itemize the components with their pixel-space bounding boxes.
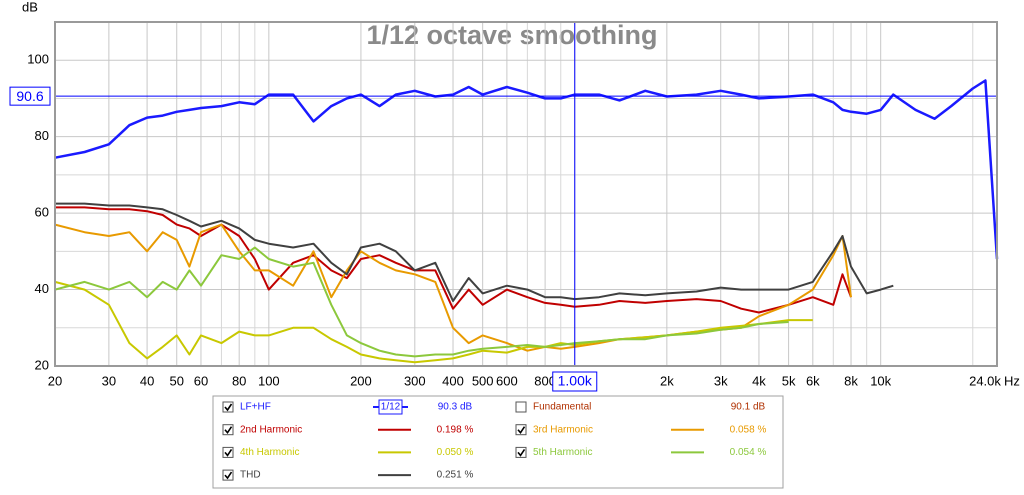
- series-line: [54, 246, 789, 358]
- legend-name: Fundamental: [533, 402, 591, 413]
- x-tick-label: 5k: [782, 373, 796, 388]
- legend-check: [224, 403, 233, 412]
- legend-check: [517, 426, 526, 435]
- plot-area: [55, 22, 997, 366]
- legend-readout: 90.3 dB: [438, 402, 473, 413]
- cursor-x-label: 1.00k: [558, 373, 593, 389]
- legend-name: 5th Harmonic: [533, 447, 592, 458]
- y-tick-label: 80: [35, 128, 49, 143]
- y-tick-label: 20: [35, 357, 49, 372]
- legend-name: 2nd Harmonic: [240, 424, 302, 435]
- series-line: [55, 206, 852, 314]
- legend-check: [224, 448, 233, 457]
- legend-check: [517, 448, 526, 457]
- legend-name: 4th Harmonic: [240, 447, 299, 458]
- legend-name: THD: [240, 470, 261, 481]
- legend-checkbox[interactable]: [222, 469, 234, 481]
- legend-checkbox[interactable]: [515, 424, 527, 436]
- legend-check: [224, 471, 233, 480]
- x-tick-label: 24.0k: [969, 373, 1001, 388]
- legend-checkbox[interactable]: [222, 401, 234, 413]
- legend-readout: 0.251 %: [437, 470, 474, 481]
- legend-checkbox[interactable]: [222, 446, 234, 458]
- legend-check: [224, 426, 233, 435]
- legend-checkbox[interactable]: [515, 446, 527, 458]
- legend-name: 3rd Harmonic: [533, 424, 593, 435]
- x-tick-label: 3k: [714, 373, 728, 388]
- series-line: [54, 79, 999, 260]
- x-unit: Hz: [1004, 373, 1020, 388]
- cursor-y-box: [9, 86, 51, 106]
- legend-readout: 0.058 %: [730, 424, 767, 435]
- cursor-y-label: 90.6: [16, 88, 43, 104]
- legend-readout: 0.050 %: [437, 447, 474, 458]
- x-tick-label: 8k: [844, 373, 858, 388]
- x-tick-label: 30: [102, 373, 116, 388]
- x-tick-label: 300: [404, 373, 426, 388]
- legend-checkbox[interactable]: [515, 401, 527, 413]
- series-line: [55, 202, 894, 302]
- x-tick-label: 400: [442, 373, 464, 388]
- x-tick-label: 40: [140, 373, 154, 388]
- data-layer: [54, 79, 999, 364]
- x-tick-label: 4k: [752, 373, 766, 388]
- cursor-x-box: [552, 371, 598, 392]
- x-tick-label: 6k: [806, 373, 820, 388]
- x-tick-label: 80: [232, 373, 246, 388]
- legend-readout: 0.054 %: [730, 447, 767, 458]
- smoothing-badge: [378, 399, 403, 415]
- y-tick-label: 40: [35, 281, 49, 296]
- x-tick-label: 2k: [660, 373, 674, 388]
- legend-readout: 90.1 dB: [731, 402, 766, 413]
- legend-name: LF+HF: [240, 402, 271, 413]
- smoothing-label: 1/12: [381, 402, 401, 413]
- x-tick-label: 600: [496, 373, 518, 388]
- x-tick-label: 500: [472, 373, 494, 388]
- y-unit: dB: [22, 0, 38, 14]
- plot-frame: [54, 21, 998, 367]
- y-tick-label: 60: [35, 205, 49, 220]
- legend-checkbox[interactable]: [222, 424, 234, 436]
- x-tick-label: 200: [350, 373, 372, 388]
- legend-readout: 0.198 %: [437, 424, 474, 435]
- legend-box: [212, 395, 784, 489]
- x-tick-label: 50: [170, 373, 184, 388]
- x-tick-label: 60: [194, 373, 208, 388]
- chart-title: 1/12 octave smoothing: [366, 20, 657, 50]
- x-tick-label: 20: [48, 373, 62, 388]
- y-tick-label: 100: [27, 52, 49, 67]
- x-tick-label: 800: [534, 373, 556, 388]
- x-tick-label: 100: [258, 373, 280, 388]
- x-tick-label: 10k: [870, 373, 891, 388]
